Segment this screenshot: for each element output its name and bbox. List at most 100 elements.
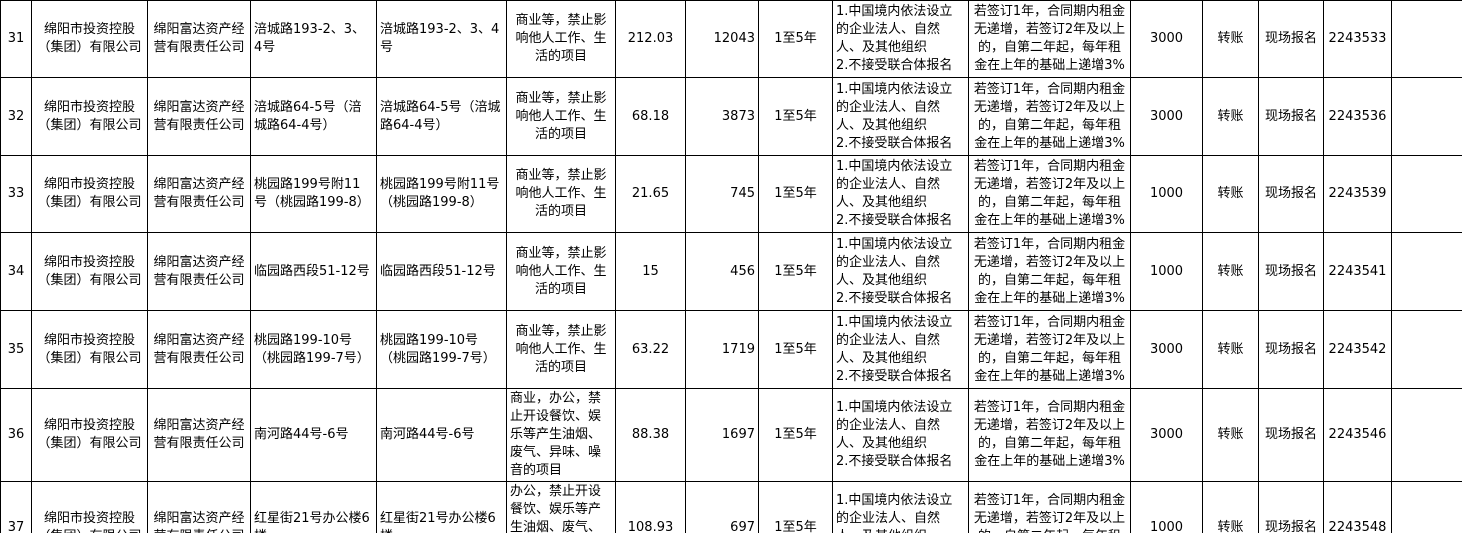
cell-lease-term: 1至5年 xyxy=(758,232,833,311)
cell-address: 南河路44号-6号 xyxy=(250,388,377,482)
cell-operator-company: 绵阳富达资产经营有限责任公司 xyxy=(147,481,251,533)
cell-payment-method: 转账 xyxy=(1202,388,1259,482)
cell-area: 88.38 xyxy=(615,388,686,482)
cell-usage-restriction: 商业等，禁止影响他人工作、生活的项目 xyxy=(506,232,616,311)
cell-operator-company: 绵阳富达资产经营有限责任公司 xyxy=(147,310,251,389)
cell-listing-number: 2243539 xyxy=(1323,155,1392,233)
cell-address-detail: 涪城路193-2、3、4号 xyxy=(376,0,507,78)
cell-payment-method: 转账 xyxy=(1202,77,1259,156)
cell-operator-company: 绵阳富达资产经营有限责任公司 xyxy=(147,232,251,311)
cell-owner-company: 绵阳市投资控股（集团）有限公司 xyxy=(31,155,148,233)
cell-row-number: 31 xyxy=(0,0,32,78)
cell-lease-term: 1至5年 xyxy=(758,310,833,389)
cell-address-detail: 红星街21号办公楼6楼 xyxy=(376,481,507,533)
cell-rent-increment-terms: 若签订1年，合同期内租金无递增，若签订2年及以上的，自第二年起，每年租金在上年的… xyxy=(968,232,1131,311)
cell-owner-company: 绵阳市投资控股（集团）有限公司 xyxy=(31,481,148,533)
cell-operator-company: 绵阳富达资产经营有限责任公司 xyxy=(147,0,251,78)
cell-registration-method: 现场报名 xyxy=(1258,155,1324,233)
cell-registration-method: 现场报名 xyxy=(1258,481,1324,533)
cell-quantity: 697 xyxy=(685,481,759,533)
cell-registration-method: 现场报名 xyxy=(1258,388,1324,482)
cell-owner-company: 绵阳市投资控股（集团）有限公司 xyxy=(31,232,148,311)
cell-empty xyxy=(1391,232,1462,311)
cell-quantity: 1697 xyxy=(685,388,759,482)
cell-registration-method: 现场报名 xyxy=(1258,0,1324,78)
cell-area: 68.18 xyxy=(615,77,686,156)
cell-lease-term: 1至5年 xyxy=(758,77,833,156)
cell-address-detail: 桃园路199号附11号（桃园路199-8） xyxy=(376,155,507,233)
cell-owner-company: 绵阳市投资控股（集团）有限公司 xyxy=(31,388,148,482)
cell-bidder-qualification: 1.中国境内依法设立的企业法人、自然人、及其他组织 2.不接受联合体报名 xyxy=(832,232,969,311)
cell-rent-increment-terms: 若签订1年，合同期内租金无递增，若签订2年及以上的，自第二年起，每年租金在上年的… xyxy=(968,0,1131,78)
cell-usage-restriction: 商业等，禁止影响他人工作、生活的项目 xyxy=(506,155,616,233)
cell-address: 桃园路199号附11号（桃园路199-8） xyxy=(250,155,377,233)
cell-owner-company: 绵阳市投资控股（集团）有限公司 xyxy=(31,310,148,389)
cell-deposit: 1000 xyxy=(1130,232,1203,311)
cell-owner-company: 绵阳市投资控股（集团）有限公司 xyxy=(31,77,148,156)
cell-payment-method: 转账 xyxy=(1202,155,1259,233)
cell-bidder-qualification: 1.中国境内依法设立的企业法人、自然人、及其他组织 2.不接受联合体报名 xyxy=(832,77,969,156)
cell-address-detail: 临园路西段51-12号 xyxy=(376,232,507,311)
cell-usage-restriction: 商业等，禁止影响他人工作、生活的项目 xyxy=(506,77,616,156)
cell-usage-restriction: 商业等，禁止影响他人工作、生活的项目 xyxy=(506,0,616,78)
cell-row-number: 37 xyxy=(0,481,32,533)
cell-empty xyxy=(1391,481,1462,533)
cell-row-number: 33 xyxy=(0,155,32,233)
cell-deposit: 3000 xyxy=(1130,0,1203,78)
cell-quantity: 745 xyxy=(685,155,759,233)
cell-area: 63.22 xyxy=(615,310,686,389)
cell-deposit: 1000 xyxy=(1130,481,1203,533)
table-row: 37绵阳市投资控股（集团）有限公司绵阳富达资产经营有限责任公司红星街21号办公楼… xyxy=(0,481,1462,533)
cell-address-detail: 南河路44号-6号 xyxy=(376,388,507,482)
cell-deposit: 3000 xyxy=(1130,310,1203,389)
cell-deposit: 3000 xyxy=(1130,388,1203,482)
cell-usage-restriction: 办公，禁止开设餐饮、娱乐等产生油烟、废气、异味、噪音的项目 xyxy=(506,481,616,533)
cell-empty xyxy=(1391,310,1462,389)
cell-payment-method: 转账 xyxy=(1202,0,1259,78)
cell-quantity: 456 xyxy=(685,232,759,311)
cell-lease-term: 1至5年 xyxy=(758,388,833,482)
table-row: 35 绵阳市投资控股（集团）有限公司 绵阳富达资产经营有限责任公司 桃园路199-10… xyxy=(0,310,1462,389)
cell-payment-method: 转账 xyxy=(1202,232,1259,311)
cell-bidder-qualification: 1.中国境内依法设立的企业法人、自然人、及其他组织 2.不接受联合体报名 xyxy=(832,0,969,78)
cell-payment-method: 转账 xyxy=(1202,310,1259,389)
cell-bidder-qualification: 1.中国境内依法设立的企业法人、自然人、及其他组织 2.不接受联合体报名 xyxy=(832,388,969,482)
cell-deposit: 3000 xyxy=(1130,77,1203,156)
cell-address: 桃园路199-10号（桃园路199-7号） xyxy=(250,310,377,389)
cell-quantity: 1719 xyxy=(685,310,759,389)
cell-registration-method: 现场报名 xyxy=(1258,232,1324,311)
table-row: 36 绵阳市投资控股（集团）有限公司 绵阳富达资产经营有限责任公司 南河路44号-6号… xyxy=(0,388,1462,482)
cell-address-detail: 涪城路64-5号（涪城路64-4号） xyxy=(376,77,507,156)
cell-listing-number: 2243546 xyxy=(1323,388,1392,482)
cell-quantity: 12043 xyxy=(685,0,759,78)
cell-address: 涪城路193-2、3、4号 xyxy=(250,0,377,78)
cell-bidder-qualification: 1.中国境内依法设立的企业法人、自然人、及其他组织 2.不接受联合体报名 xyxy=(832,310,969,389)
cell-bidder-qualification: 1.中国境内依法设立的企业法人、自然人、及其他组织 2.不接受联合体报名 xyxy=(832,155,969,233)
cell-address: 临园路西段51-12号 xyxy=(250,232,377,311)
table-row: 32 绵阳市投资控股（集团）有限公司 绵阳富达资产经营有限责任公司 涪城路64-5号（… xyxy=(0,77,1462,156)
cell-empty xyxy=(1391,0,1462,78)
cell-area: 108.93 xyxy=(615,481,686,533)
cell-address-detail: 桃园路199-10号（桃园路199-7号） xyxy=(376,310,507,389)
cell-deposit: 1000 xyxy=(1130,155,1203,233)
cell-owner-company: 绵阳市投资控股（集团）有限公司 xyxy=(31,0,148,78)
cell-listing-number: 2243542 xyxy=(1323,310,1392,389)
cell-area: 21.65 xyxy=(615,155,686,233)
cell-operator-company: 绵阳富达资产经营有限责任公司 xyxy=(147,77,251,156)
cell-row-number: 34 xyxy=(0,232,32,311)
cell-row-number: 36 xyxy=(0,388,32,482)
cell-operator-company: 绵阳富达资产经营有限责任公司 xyxy=(147,155,251,233)
cell-empty xyxy=(1391,77,1462,156)
cell-row-number: 35 xyxy=(0,310,32,389)
cell-rent-increment-terms: 若签订1年，合同期内租金无递增，若签订2年及以上的，自第二年起，每年租金在上年的… xyxy=(968,481,1131,533)
cell-registration-method: 现场报名 xyxy=(1258,77,1324,156)
cell-empty xyxy=(1391,155,1462,233)
cell-lease-term: 1至5年 xyxy=(758,0,833,78)
cell-registration-method: 现场报名 xyxy=(1258,310,1324,389)
cell-rent-increment-terms: 若签订1年，合同期内租金无递增，若签订2年及以上的，自第二年起，每年租金在上年的… xyxy=(968,155,1131,233)
table-row: 31 绵阳市投资控股（集团）有限公司 绵阳富达资产经营有限责任公司 涪城路193-2、… xyxy=(0,0,1462,78)
cell-rent-increment-terms: 若签订1年，合同期内租金无递增，若签订2年及以上的，自第二年起，每年租金在上年的… xyxy=(968,77,1131,156)
cell-address: 红星街21号办公楼6楼 xyxy=(250,481,377,533)
